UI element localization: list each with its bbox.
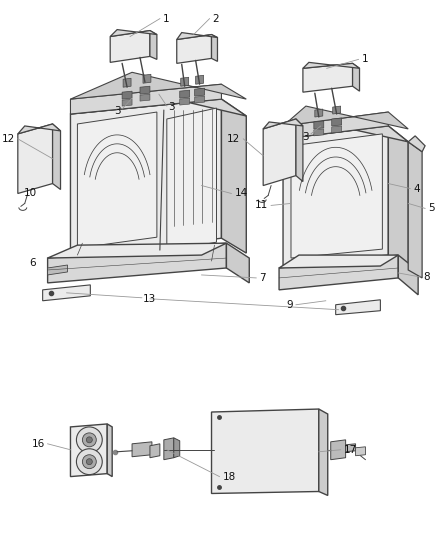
Polygon shape	[42, 285, 90, 301]
Polygon shape	[177, 33, 218, 39]
Polygon shape	[212, 35, 218, 61]
Text: 7: 7	[259, 273, 266, 283]
Polygon shape	[303, 62, 360, 68]
Polygon shape	[194, 96, 205, 103]
Polygon shape	[177, 35, 212, 63]
Polygon shape	[194, 88, 205, 96]
Polygon shape	[331, 440, 346, 459]
Text: 1: 1	[361, 54, 368, 64]
Polygon shape	[110, 30, 157, 37]
Text: 17: 17	[344, 445, 357, 455]
Polygon shape	[140, 86, 150, 94]
Polygon shape	[181, 77, 189, 86]
Polygon shape	[196, 75, 204, 84]
Text: 11: 11	[255, 200, 268, 211]
Polygon shape	[408, 142, 422, 278]
Polygon shape	[71, 89, 246, 116]
Polygon shape	[356, 447, 365, 456]
Polygon shape	[71, 84, 222, 114]
Text: 3: 3	[169, 102, 175, 112]
Polygon shape	[332, 126, 342, 133]
Circle shape	[76, 449, 102, 474]
Text: 4: 4	[413, 183, 420, 193]
Polygon shape	[333, 106, 341, 114]
Text: 12: 12	[2, 134, 15, 144]
Polygon shape	[71, 72, 246, 99]
Polygon shape	[123, 78, 131, 87]
Polygon shape	[283, 126, 389, 265]
Text: 1: 1	[163, 14, 170, 23]
Circle shape	[82, 455, 96, 469]
Polygon shape	[222, 99, 246, 253]
Text: 16: 16	[32, 439, 45, 449]
Polygon shape	[48, 243, 226, 258]
Polygon shape	[48, 243, 226, 283]
Polygon shape	[122, 91, 132, 99]
Polygon shape	[353, 63, 360, 91]
Polygon shape	[315, 109, 323, 117]
Polygon shape	[283, 119, 408, 142]
Polygon shape	[107, 424, 112, 477]
Polygon shape	[164, 438, 174, 459]
Polygon shape	[212, 409, 319, 494]
Polygon shape	[319, 409, 328, 496]
Polygon shape	[18, 124, 53, 193]
Polygon shape	[143, 74, 151, 83]
Polygon shape	[314, 129, 324, 136]
Polygon shape	[132, 442, 152, 457]
Polygon shape	[150, 30, 157, 59]
Circle shape	[82, 433, 96, 447]
Polygon shape	[226, 243, 249, 283]
Text: 12: 12	[227, 134, 240, 144]
Text: 13: 13	[143, 294, 156, 304]
Polygon shape	[18, 124, 60, 134]
Polygon shape	[53, 124, 60, 190]
Circle shape	[76, 427, 102, 453]
Polygon shape	[122, 99, 132, 106]
Polygon shape	[174, 438, 180, 458]
Text: 14: 14	[234, 189, 247, 198]
Polygon shape	[263, 119, 303, 129]
Polygon shape	[71, 99, 222, 258]
Polygon shape	[314, 121, 324, 129]
Polygon shape	[110, 30, 150, 62]
Polygon shape	[336, 300, 380, 314]
Polygon shape	[346, 444, 356, 452]
Text: 10: 10	[24, 189, 37, 198]
Polygon shape	[78, 112, 157, 248]
Polygon shape	[167, 108, 216, 251]
Text: 2: 2	[212, 14, 219, 23]
Polygon shape	[291, 134, 382, 258]
Circle shape	[86, 437, 92, 443]
Text: 9: 9	[286, 300, 293, 310]
Polygon shape	[180, 90, 190, 98]
Polygon shape	[283, 106, 408, 129]
Polygon shape	[180, 98, 190, 105]
Polygon shape	[279, 255, 398, 290]
Polygon shape	[389, 126, 408, 270]
Polygon shape	[303, 63, 353, 92]
Polygon shape	[408, 136, 425, 152]
Circle shape	[86, 459, 92, 465]
Text: 5: 5	[428, 204, 434, 213]
Text: 3: 3	[303, 132, 309, 142]
Polygon shape	[140, 94, 150, 101]
Polygon shape	[296, 119, 303, 182]
Polygon shape	[150, 444, 160, 458]
Polygon shape	[398, 255, 418, 295]
Text: 3: 3	[114, 106, 120, 116]
Text: 6: 6	[29, 258, 36, 268]
Polygon shape	[48, 265, 67, 275]
Polygon shape	[71, 424, 107, 477]
Polygon shape	[283, 112, 389, 139]
Polygon shape	[263, 119, 296, 185]
Polygon shape	[332, 118, 342, 126]
Text: 8: 8	[423, 272, 430, 282]
Text: 18: 18	[223, 472, 236, 482]
Polygon shape	[279, 255, 398, 268]
